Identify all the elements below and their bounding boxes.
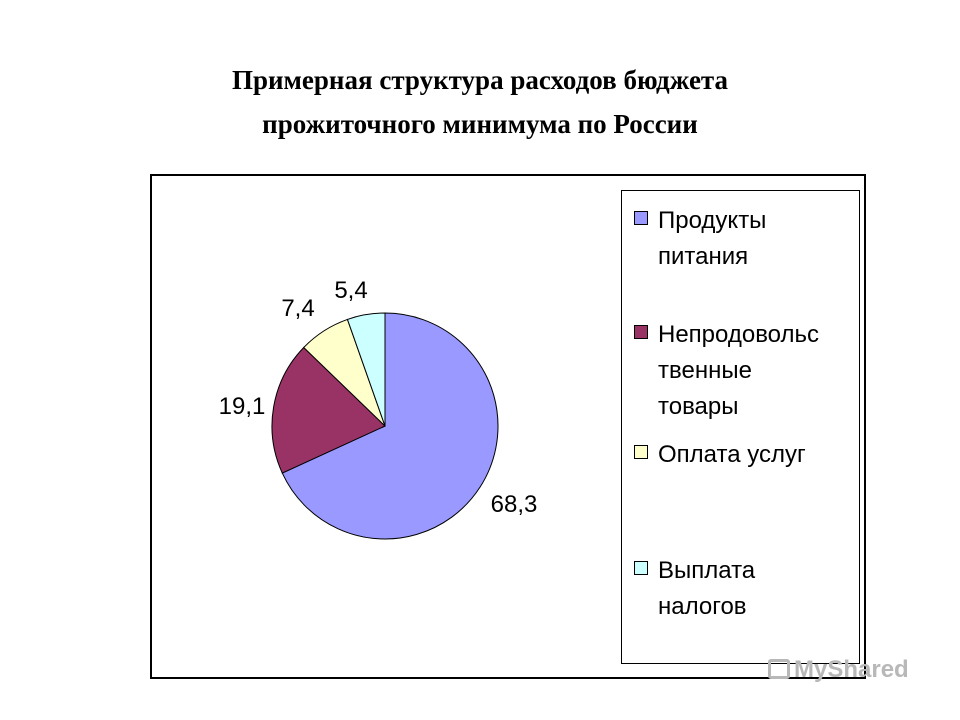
legend-swatch-taxes <box>634 561 648 575</box>
legend-label-nonfood: Непродовольс твенные товары <box>658 321 820 420</box>
pie-slice-nonfood <box>271 346 386 474</box>
legend-swatch-nonfood <box>634 325 648 339</box>
legend-swatch-food <box>634 211 648 225</box>
pie-slice-food <box>281 312 499 540</box>
data-label-nonfood: 19,1 <box>219 393 266 420</box>
watermark-text: MyShared <box>794 656 909 683</box>
data-label-food: 68,3 <box>491 491 538 518</box>
chart-title: Примерная структура расходов бюджета про… <box>0 58 960 146</box>
legend: Продукты питания Непродовольс твенные то… <box>621 190 860 664</box>
data-label-services: 7,4 <box>281 295 314 322</box>
legend-label-services: Оплата услуг <box>658 441 806 468</box>
pie-slice-taxes <box>346 312 386 427</box>
chart-title-line-2: прожиточного минимума по России <box>262 109 698 139</box>
watermark: MyShared <box>768 656 909 684</box>
chart-title-line-1: Примерная структура расходов бюджета <box>231 65 729 95</box>
legend-swatch-services <box>634 445 648 459</box>
pie-chart: 68,3 19,1 7,4 5,4 <box>219 277 538 540</box>
legend-label-food: Продукты питания <box>658 207 767 270</box>
legend-label-taxes: Выплата налогов <box>658 557 756 620</box>
data-label-taxes: 5,4 <box>334 277 367 304</box>
presentation-icon <box>768 659 790 679</box>
chart-area: 68,3 19,1 7,4 5,4 Продукты питания Непродов… <box>150 174 866 679</box>
